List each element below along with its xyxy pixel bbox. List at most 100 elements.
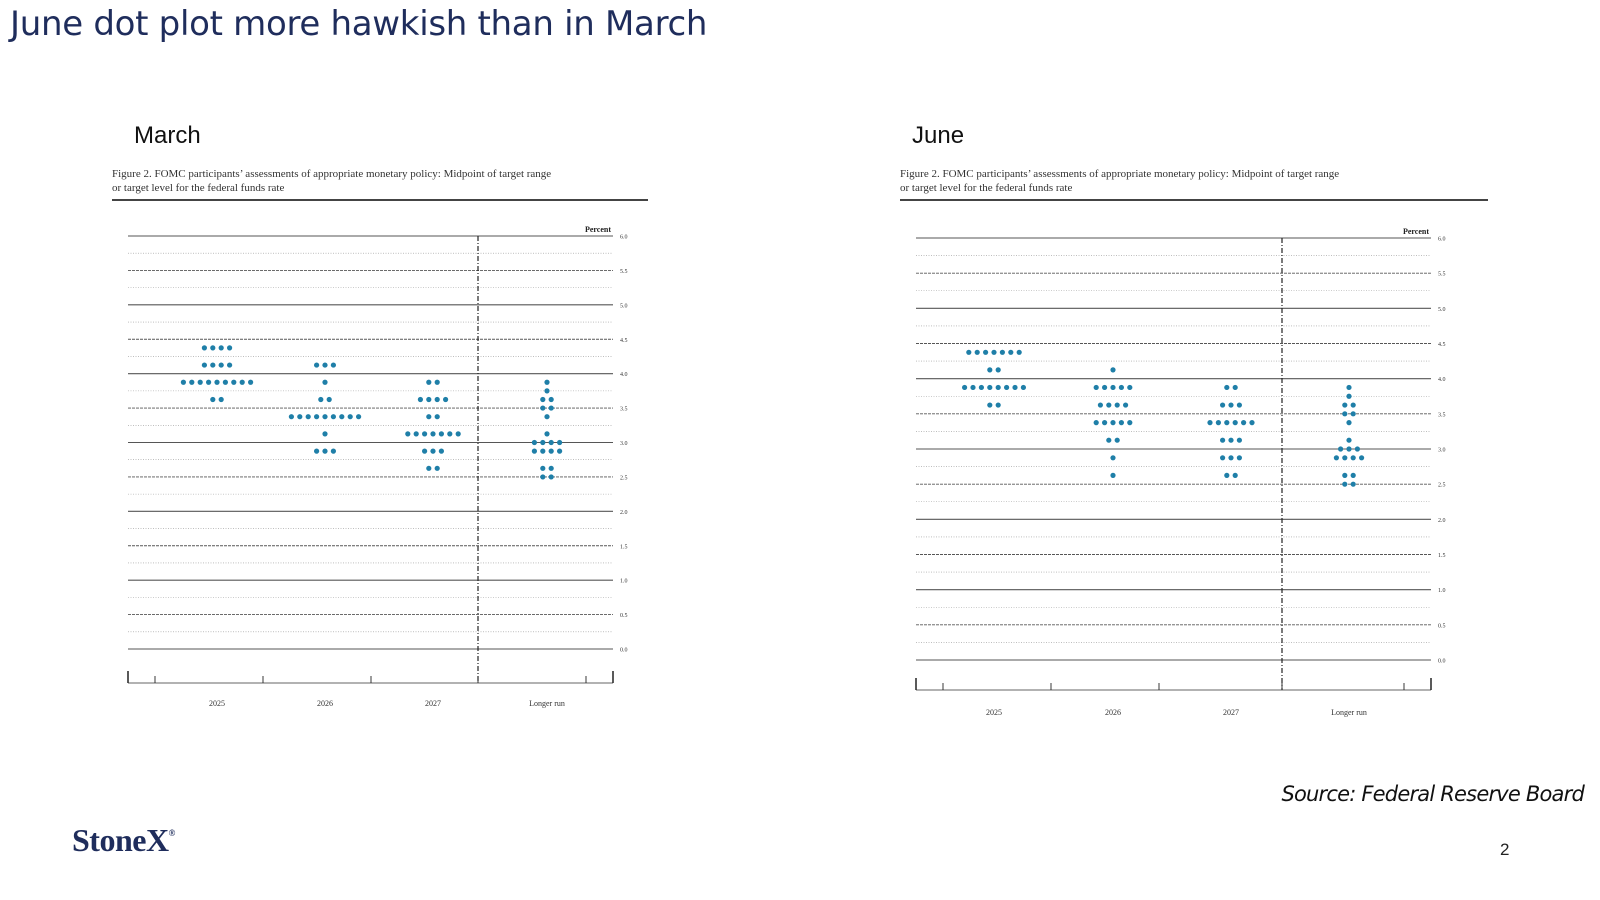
dot-point: [1224, 472, 1230, 478]
dot-point: [1232, 384, 1238, 391]
dot-point: [330, 448, 336, 454]
dot-point: [1342, 455, 1348, 461]
source-note: Source: Federal Reserve Board: [1281, 782, 1584, 806]
dot-point: [1012, 384, 1018, 391]
dot-point: [322, 414, 328, 420]
dot-point: [314, 448, 320, 454]
dot-point: [330, 362, 336, 368]
dot-point: [1350, 411, 1356, 417]
dot-point: [544, 379, 550, 385]
page-number: 2: [1500, 840, 1510, 859]
x-category-label: 2025: [986, 708, 1002, 717]
dot-point: [970, 384, 976, 391]
dot-point: [434, 414, 440, 420]
dot-point: [1342, 481, 1348, 487]
dot-point: [544, 388, 550, 394]
dot-point: [1118, 384, 1124, 391]
dot-point: [1228, 455, 1234, 461]
dot-point: [248, 379, 254, 385]
dot-point: [322, 379, 328, 385]
dot-point: [540, 465, 546, 471]
x-category-label: 2027: [1223, 708, 1239, 717]
dot-point: [1207, 420, 1213, 426]
dot-point: [356, 414, 362, 420]
dot-point: [1220, 455, 1226, 461]
dot-point: [339, 414, 345, 420]
dot-point: [1232, 420, 1238, 426]
dot-point: [318, 396, 324, 403]
dot-point: [1224, 420, 1230, 426]
y-tick-label: 5.0: [620, 303, 628, 309]
march-panel-label: March: [134, 122, 201, 149]
dot-point: [434, 396, 440, 403]
x-category-label: Longer run: [1331, 708, 1367, 717]
dot-point: [222, 379, 228, 385]
stonex-logo: StoneX®: [72, 822, 175, 859]
logo-registered-mark: ®: [168, 828, 176, 838]
dot-point: [201, 345, 207, 351]
dot-point: [239, 379, 245, 385]
y-tick-label: 0.5: [620, 613, 628, 619]
dot-point: [1346, 437, 1352, 443]
y-tick-label: 2.0: [620, 510, 628, 516]
dot-point: [548, 405, 554, 411]
dot-point: [347, 414, 353, 420]
dot-point: [405, 431, 411, 437]
dot-point: [544, 414, 550, 420]
y-tick-label: 1.5: [620, 544, 628, 550]
dot-point: [314, 362, 320, 368]
dot-point: [1342, 472, 1348, 478]
x-category-label: 2027: [425, 699, 441, 708]
dot-point: [987, 402, 993, 408]
dot-point: [1228, 437, 1234, 443]
y-tick-label: 0.5: [1438, 623, 1446, 629]
dot-point: [426, 379, 432, 385]
dot-point: [413, 431, 419, 437]
dot-point: [991, 349, 997, 355]
dot-point: [531, 448, 537, 454]
dot-point: [422, 431, 428, 437]
dot-point: [557, 448, 563, 454]
y-tick-label: 3.0: [1438, 448, 1446, 454]
dot-point: [544, 431, 550, 437]
dot-point: [218, 396, 224, 403]
y-tick-label: 1.0: [1438, 588, 1446, 594]
dot-point: [1102, 420, 1108, 426]
dot-point: [426, 465, 432, 471]
y-tick-label: 4.0: [1438, 377, 1446, 383]
y-tick-label: 5.0: [1438, 307, 1446, 313]
dot-point: [540, 396, 546, 403]
dot-point: [434, 465, 440, 471]
y-tick-label: 3.5: [620, 407, 628, 413]
dot-point: [434, 379, 440, 385]
dot-point: [322, 448, 328, 454]
dot-point: [297, 414, 303, 420]
dot-point: [1236, 402, 1242, 408]
dot-point: [305, 414, 311, 420]
dot-point: [540, 474, 546, 480]
dot-point: [443, 396, 449, 403]
y-tick-label: 4.5: [1438, 342, 1446, 348]
dot-point: [1093, 420, 1099, 426]
dot-point: [1110, 455, 1116, 461]
dot-point: [447, 431, 453, 437]
y-tick-label: 4.0: [620, 372, 628, 378]
dot-point: [1110, 420, 1116, 426]
dot-point: [548, 396, 554, 403]
dot-point: [974, 349, 980, 355]
dot-point: [548, 448, 554, 454]
y-tick-label: 0.0: [1438, 659, 1446, 665]
dot-point: [540, 439, 546, 446]
dot-point: [548, 474, 554, 480]
dot-point: [227, 362, 233, 368]
dot-point: [995, 384, 1001, 391]
dot-point: [1342, 402, 1348, 408]
dot-point: [231, 379, 237, 385]
y-tick-label: 1.0: [620, 579, 628, 585]
dot-point: [995, 367, 1001, 373]
dot-point: [978, 384, 984, 391]
dot-point: [987, 384, 993, 391]
dot-point: [210, 345, 216, 351]
dot-point: [1106, 437, 1112, 443]
dot-point: [438, 448, 444, 454]
